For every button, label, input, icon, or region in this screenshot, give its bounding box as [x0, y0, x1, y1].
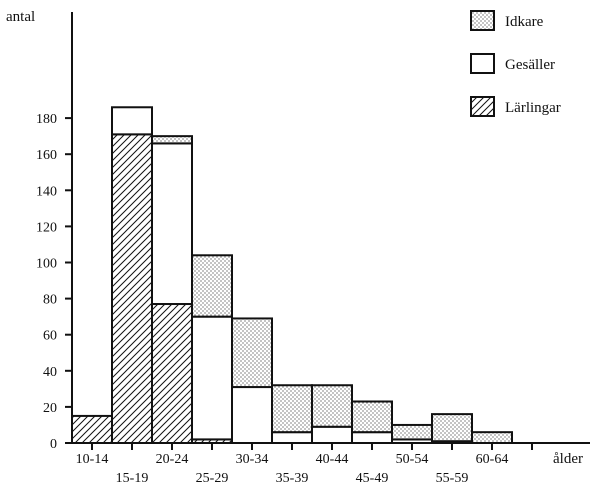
bar-larlingar-20-24 — [151, 303, 193, 445]
y-axis: 0 20 40 60 80 100 120 140 160 180 — [36, 112, 72, 452]
y-tick-label: 20 — [43, 401, 57, 416]
bars — [71, 106, 513, 445]
bar-gesaller-40-44 — [311, 425, 353, 445]
y-tick-label: 140 — [36, 184, 57, 199]
legend-swatch-gesaller — [470, 53, 495, 74]
x-axis-title: ålder — [553, 451, 583, 467]
y-tick-label: 60 — [43, 329, 57, 344]
x-tick-label: 20-24 — [156, 452, 189, 467]
x-tick-label: 35-39 — [276, 471, 309, 485]
bar-gesaller-20-24 — [151, 142, 193, 306]
bar-idkare-45-49 — [351, 400, 393, 434]
legend-label-idkare: Idkare — [505, 14, 544, 30]
y-tick-label: 180 — [36, 112, 57, 127]
x-tick-label: 30-34 — [236, 452, 269, 467]
bar-gesaller-30-34 — [231, 386, 273, 445]
x-tick-label: 10-14 — [76, 452, 109, 467]
bar-idkare-25-29 — [191, 254, 233, 318]
y-axis-title: antal — [6, 9, 35, 25]
bar-gesaller-15-19 — [111, 106, 153, 136]
y-tick-label: 120 — [36, 220, 57, 235]
x-tick-label: 60-64 — [476, 452, 509, 467]
x-tick-label: 45-49 — [356, 471, 389, 485]
y-tick-label: 80 — [43, 293, 57, 308]
legend-swatch-idkare — [470, 10, 495, 31]
bar-idkare-35-39 — [271, 384, 313, 434]
y-tick-label: 40 — [43, 365, 57, 380]
bar-idkare-55-59 — [431, 413, 473, 443]
bar-gesaller-25-29 — [191, 315, 233, 441]
bar-idkare-20-24 — [151, 135, 193, 145]
bar-idkare-30-34 — [231, 317, 273, 389]
y-tick-label: 0 — [50, 437, 57, 452]
x-tick-label: 25-29 — [196, 471, 229, 485]
x-tick-label: 15-19 — [116, 471, 149, 485]
x-tick-label: 50-54 — [396, 452, 429, 467]
bar-gesaller-45-49 — [351, 431, 393, 445]
bar-idkare-60-64 — [471, 431, 513, 445]
bar-idkare-40-44 — [311, 384, 353, 428]
bar-larlingar-10-14 — [71, 414, 113, 444]
bar-larlingar-15-19 — [111, 133, 153, 444]
legend-swatch-larlingar — [470, 96, 495, 117]
x-tick-label: 55-59 — [436, 471, 469, 485]
bar-idkare-50-54 — [391, 423, 433, 441]
x-axis: 10-14 15-19 20-24 25-29 30-34 35-39 40-44 45-49… — [76, 443, 533, 485]
x-tick-label: 40-44 — [316, 452, 349, 467]
y-tick-label: 100 — [36, 257, 57, 272]
legend: Idkare Gesäller Lärlingar — [470, 10, 561, 117]
legend-label-larlingar: Lärlingar — [505, 100, 561, 116]
bar-gesaller-35-39 — [271, 431, 313, 445]
legend-label-gesaller: Gesäller — [505, 57, 555, 73]
y-tick-label: 160 — [36, 148, 57, 163]
